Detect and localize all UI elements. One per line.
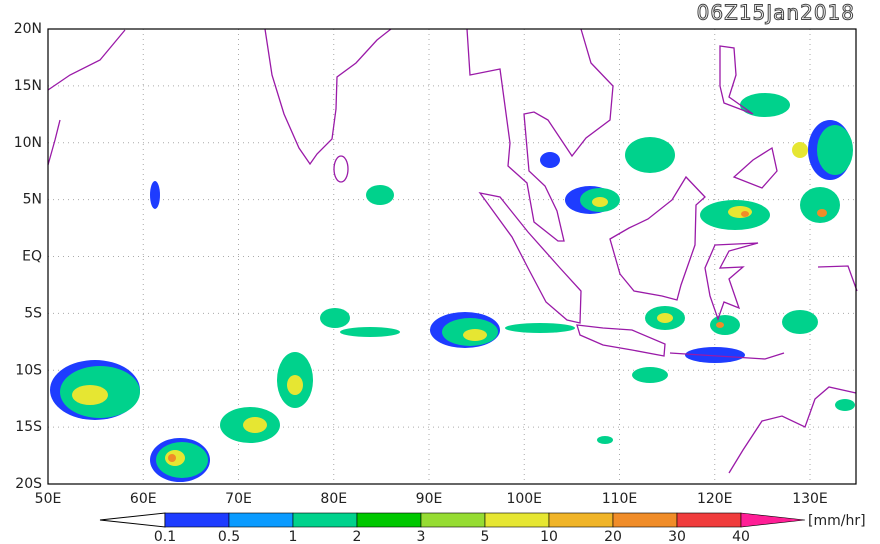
colorbar-box	[676, 512, 742, 528]
colorbar-label: 20	[604, 529, 622, 544]
colorbar-box	[420, 512, 486, 528]
lat-label: EQ	[22, 249, 42, 265]
lon-label: 110E	[602, 491, 638, 507]
lon-label: 60E	[130, 491, 157, 507]
colorbar-label: 40	[732, 529, 750, 544]
coastlines	[47, 28, 858, 474]
grid	[48, 29, 856, 484]
lat-label: 10S	[15, 362, 42, 378]
colorbar-label: 1	[289, 529, 298, 544]
colorbar-box	[612, 512, 678, 528]
lon-label: 130E	[792, 491, 828, 507]
colorbar: 0.1 0.5 1 2 3 5 10 20 30 40	[154, 512, 806, 544]
under-triangle	[99, 512, 166, 528]
colorbar-label: 5	[481, 529, 490, 544]
map-frame	[47, 28, 857, 485]
colorbar-box	[164, 512, 230, 528]
colorbar-box	[292, 512, 358, 528]
colorbar-box	[228, 512, 294, 528]
colorbar-label: 0.1	[154, 529, 176, 544]
colorbar-label: 10	[540, 529, 558, 544]
colorbar-unit: [mm/hr]	[808, 513, 866, 529]
lon-label: 70E	[225, 491, 252, 507]
over-triangle	[740, 512, 806, 528]
lat-label: 20S	[15, 476, 42, 492]
lon-label: 80E	[320, 491, 347, 507]
lat-label: 15N	[14, 78, 42, 94]
lon-label: 90E	[416, 491, 443, 507]
lat-label: 15S	[15, 419, 42, 435]
lon-label: 120E	[697, 491, 733, 507]
lat-label: 10N	[14, 135, 42, 151]
lon-label: 100E	[506, 491, 542, 507]
lat-label: 5N	[23, 192, 42, 208]
colorbar-box	[484, 512, 550, 528]
colorbar-label: 0.5	[218, 529, 240, 544]
rain-areas	[50, 93, 855, 482]
colorbar-box	[356, 512, 422, 528]
lat-label: 5S	[24, 305, 42, 321]
colorbar-label: 2	[353, 529, 362, 544]
colorbar-box	[548, 512, 614, 528]
colorbar-label: 30	[668, 529, 686, 544]
colorbar-label: 3	[417, 529, 426, 544]
lon-label: 50E	[35, 491, 62, 507]
map-title: 06Z15Jan2018	[697, 1, 855, 25]
lat-label: 20N	[14, 21, 42, 37]
